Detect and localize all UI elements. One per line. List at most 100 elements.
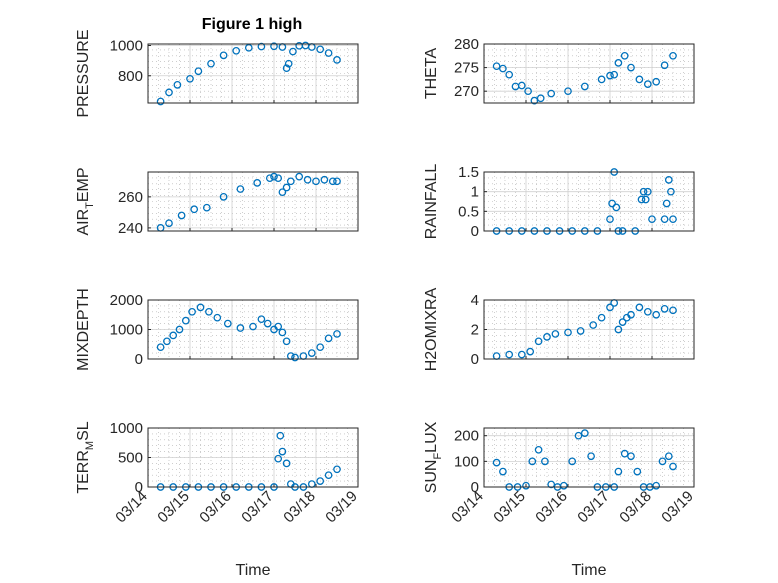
data-point xyxy=(282,337,291,346)
data-point xyxy=(207,59,215,68)
y-axis-label: AIRTEMP xyxy=(75,167,96,235)
axes-box xyxy=(483,171,695,232)
y-axis-label-main: PRESSURE xyxy=(75,29,92,117)
y-axis-label-main: H2OMIXRA xyxy=(423,287,440,371)
data-point xyxy=(559,481,568,490)
data-point xyxy=(307,349,316,357)
data-point xyxy=(662,199,671,208)
data-point xyxy=(633,467,642,476)
data-point xyxy=(526,347,535,356)
data-point xyxy=(492,62,501,71)
data-point xyxy=(312,177,320,186)
data-point xyxy=(492,458,501,467)
data-point xyxy=(282,64,291,73)
y-tick-label: 2 xyxy=(471,322,479,339)
y-tick-label: 0 xyxy=(135,351,143,368)
data-point xyxy=(213,313,222,322)
data-point xyxy=(606,303,614,312)
data-point xyxy=(244,43,253,52)
data-point xyxy=(156,343,165,352)
subplot-mixdepth: 0 1000 2000 MIXDEPTH xyxy=(75,288,359,371)
data-point xyxy=(612,203,621,212)
data-point xyxy=(627,310,635,319)
data-point xyxy=(648,215,656,224)
data-point xyxy=(618,318,627,326)
data-point xyxy=(534,445,543,454)
y-tick-label: 1 xyxy=(471,184,479,201)
data-point xyxy=(499,467,507,476)
data-point xyxy=(669,215,677,224)
data-point xyxy=(236,324,245,332)
data-point xyxy=(324,471,333,480)
data-point xyxy=(608,199,616,208)
y-axis-label: H2OMIXRA xyxy=(423,287,440,371)
data-point xyxy=(219,192,228,201)
data-point xyxy=(660,61,669,70)
data-point xyxy=(276,431,285,440)
data-point xyxy=(257,42,266,51)
data-point xyxy=(291,353,299,362)
data-point xyxy=(543,333,551,341)
data-point xyxy=(328,177,337,186)
y-axis-label-main: TERR xyxy=(75,450,92,494)
data-point xyxy=(163,337,171,346)
y-tick-label: 0 xyxy=(471,351,479,368)
subplot-air-temp: 240 260 AIRTEMP xyxy=(75,167,359,237)
y-axis-label-subscript: T xyxy=(84,202,96,209)
axes-box xyxy=(483,43,695,104)
data-point xyxy=(576,327,585,335)
data-point xyxy=(627,63,635,72)
y-tick-label: 0 xyxy=(135,479,143,496)
y-tick-label: 800 xyxy=(118,68,143,85)
data-point xyxy=(274,322,283,331)
data-point xyxy=(282,183,291,192)
y-axis-label: MIXDEPTH xyxy=(75,288,92,371)
data-point xyxy=(223,319,232,328)
data-point xyxy=(286,177,295,186)
data-point xyxy=(190,205,199,214)
data-point xyxy=(522,481,530,490)
data-point xyxy=(295,172,304,181)
y-tick-label: 280 xyxy=(454,36,479,53)
data-point xyxy=(639,187,648,196)
x-axis-label: Time xyxy=(572,562,607,579)
data-point xyxy=(664,176,673,184)
data-point xyxy=(606,215,614,224)
data-point xyxy=(597,313,606,322)
y-axis-label-subscript: M xyxy=(84,441,96,450)
data-point xyxy=(517,81,526,90)
data-point xyxy=(505,350,514,359)
data-point xyxy=(580,429,589,437)
data-point xyxy=(175,325,184,334)
data-point xyxy=(333,465,341,474)
axes-box xyxy=(483,299,695,360)
data-point xyxy=(652,77,661,86)
data-point xyxy=(156,97,165,106)
data-point xyxy=(303,175,312,184)
y-axis-label: PRESSURE xyxy=(75,29,92,117)
y-tick-label: 2000 xyxy=(110,292,143,309)
y-axis-label: RAINFALL xyxy=(423,164,440,240)
data-point xyxy=(219,51,228,60)
data-point xyxy=(587,452,595,461)
data-point xyxy=(534,337,543,346)
subplot-theta: 270 275 280 THETA xyxy=(423,36,695,105)
data-point xyxy=(194,67,203,76)
data-point xyxy=(316,477,325,485)
data-point xyxy=(278,188,287,197)
y-tick-label: 4 xyxy=(471,292,479,309)
data-point xyxy=(574,431,583,440)
data-point xyxy=(205,307,213,316)
data-point xyxy=(181,316,190,325)
y-axis-label: TERRMSL xyxy=(75,421,96,493)
data-point xyxy=(568,457,577,466)
data-point xyxy=(270,42,278,51)
axes-box xyxy=(147,171,359,232)
data-point xyxy=(547,89,556,98)
data-point xyxy=(541,457,549,466)
subplot-rainfall: 0 0.5 1 1.5 RAINFALL xyxy=(423,164,695,240)
data-point xyxy=(249,322,257,331)
data-point xyxy=(505,70,514,79)
data-point xyxy=(660,304,669,313)
